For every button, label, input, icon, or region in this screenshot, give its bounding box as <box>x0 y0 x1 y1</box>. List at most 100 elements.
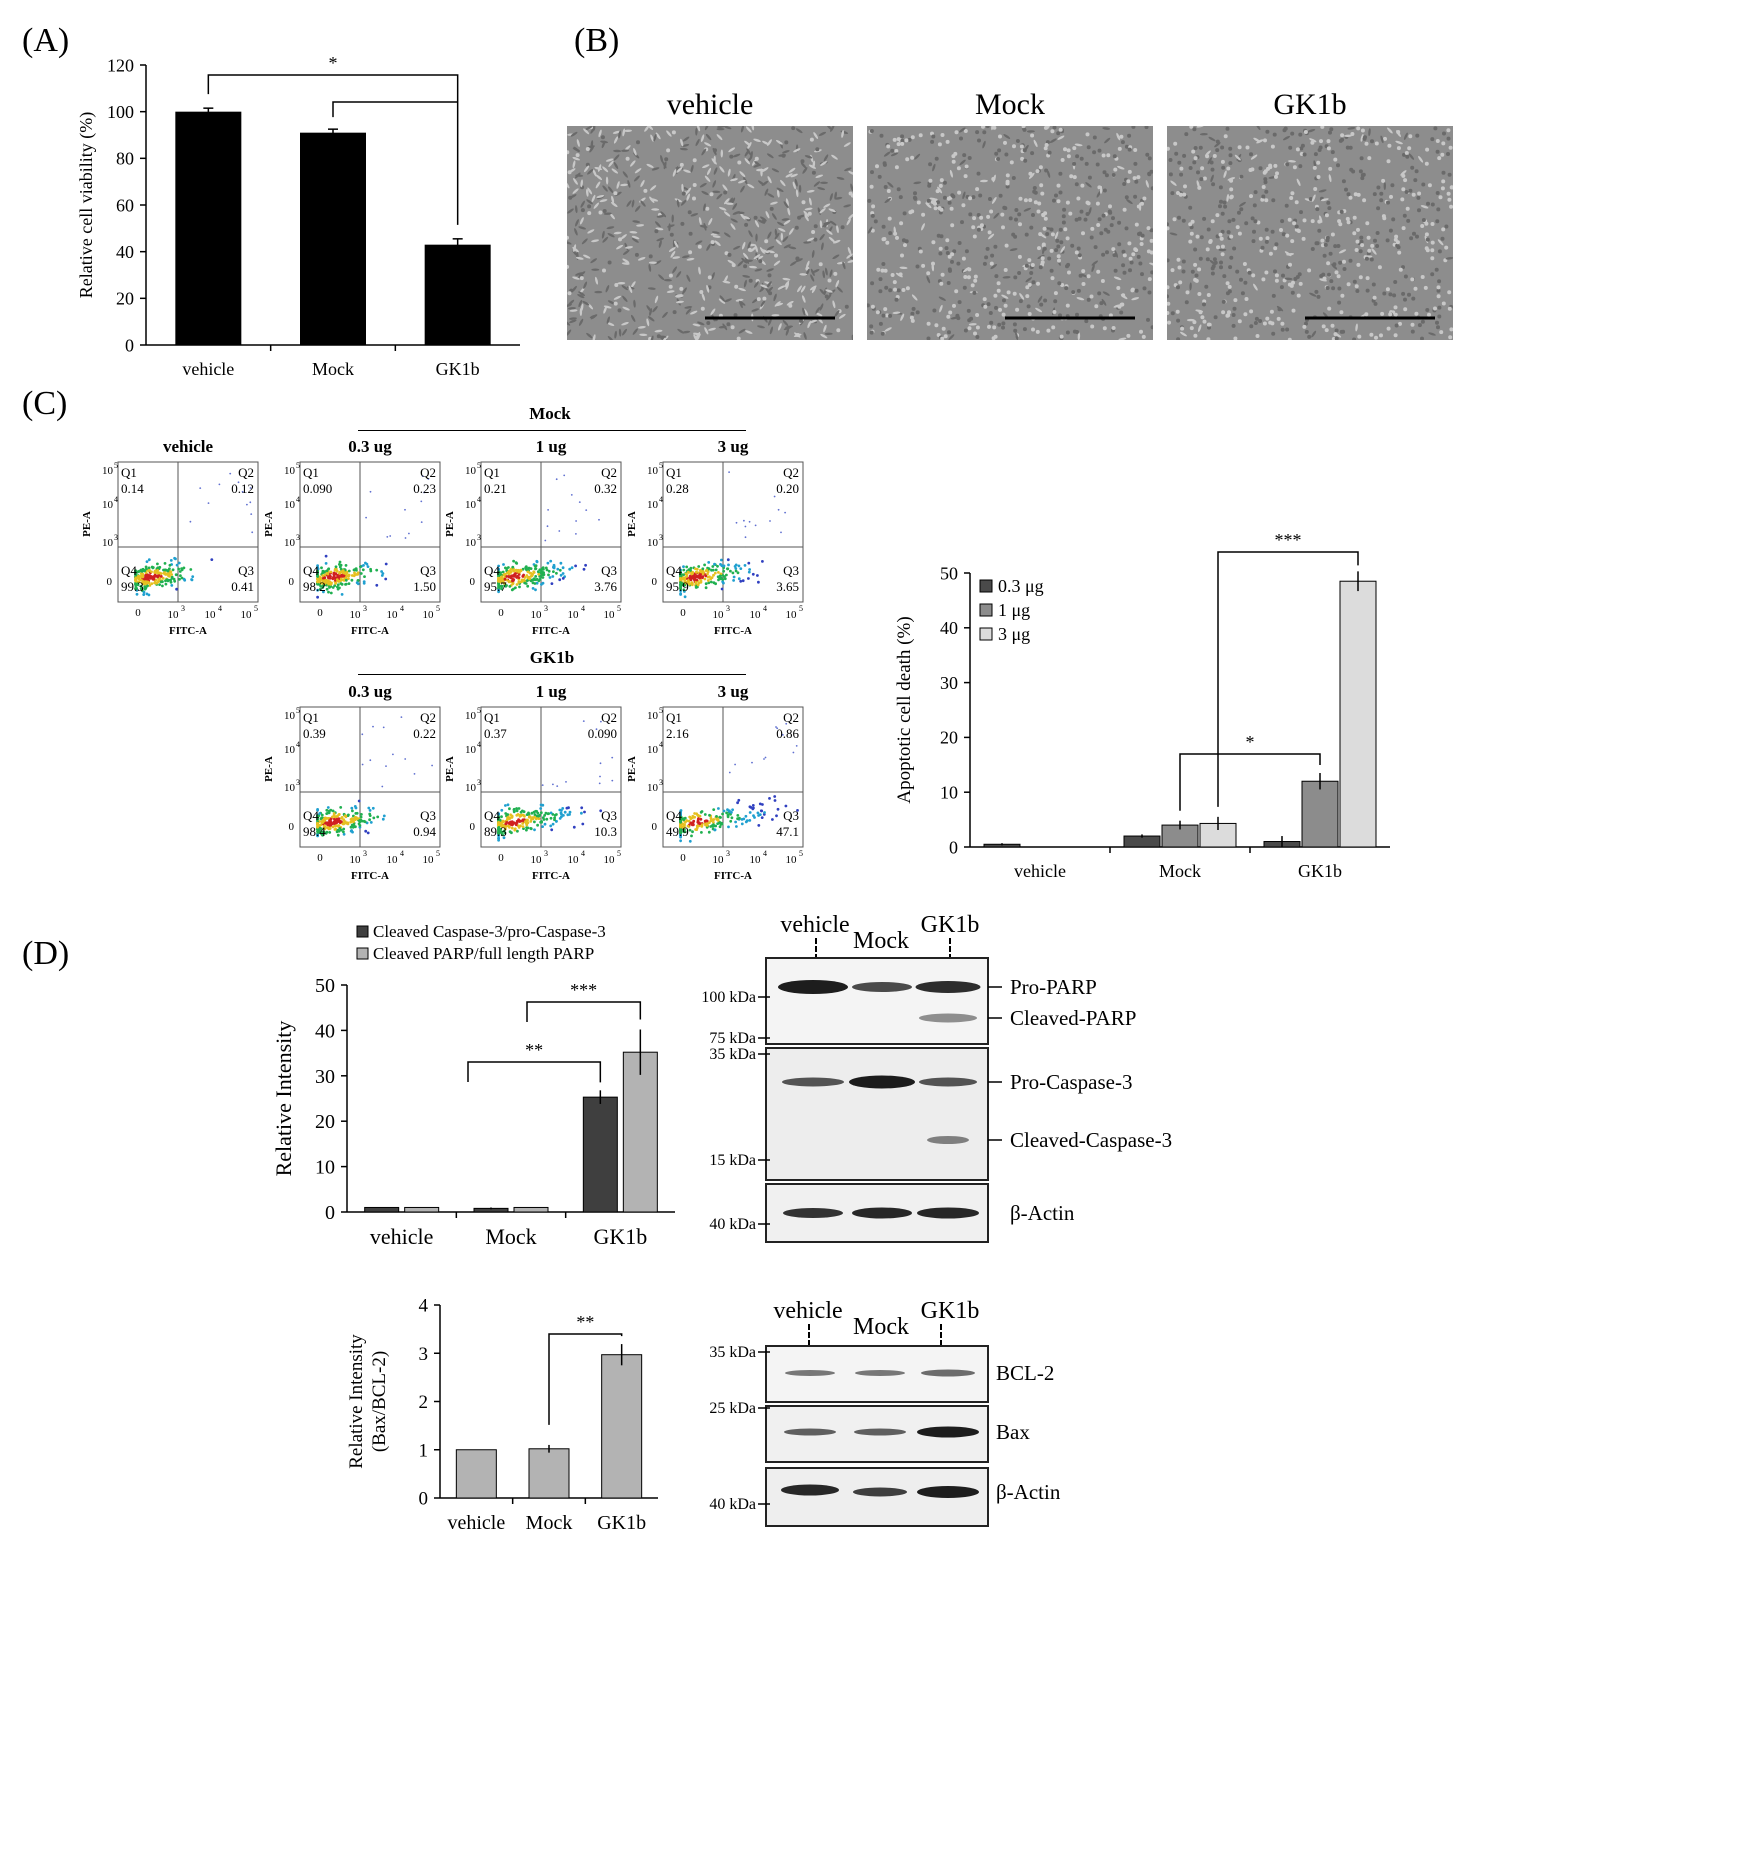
cell <box>1117 146 1122 151</box>
legend-swatch <box>979 627 993 641</box>
cell <box>738 179 746 184</box>
event-dot <box>688 582 691 586</box>
event-dot <box>144 565 148 569</box>
cell <box>632 328 638 335</box>
cell <box>722 184 728 191</box>
event-dot <box>142 590 146 594</box>
event-dot <box>363 820 367 824</box>
cell <box>818 262 823 267</box>
x-tick-exponent: 5 <box>436 604 440 613</box>
cell <box>1403 307 1408 312</box>
cell <box>788 246 797 250</box>
cell <box>723 232 731 238</box>
event-dot <box>713 571 717 575</box>
cell <box>1296 293 1301 298</box>
event-dot <box>344 583 347 586</box>
quadrant-name: Q4 <box>484 563 500 578</box>
event-dot <box>317 579 320 582</box>
cell <box>1210 219 1215 224</box>
cell <box>1033 139 1038 148</box>
y-tick-exponent: 4 <box>477 740 481 749</box>
event-dot <box>735 521 738 524</box>
cell <box>1133 194 1138 199</box>
cell <box>915 310 920 315</box>
cell <box>1430 202 1435 207</box>
cell <box>883 268 888 273</box>
event-dot <box>512 559 515 563</box>
event-dot <box>575 520 577 522</box>
event-dot <box>327 811 331 815</box>
event-dot <box>567 806 570 810</box>
cell <box>1437 249 1442 254</box>
cell <box>940 133 945 137</box>
event-dot <box>358 824 362 827</box>
cell <box>1340 293 1345 298</box>
cell <box>1146 317 1150 322</box>
event-dot <box>704 823 708 827</box>
y-tick-label: 0 <box>652 821 658 833</box>
event-dot <box>692 819 696 823</box>
cell <box>640 179 645 188</box>
cell <box>938 183 943 188</box>
cell <box>636 224 645 227</box>
cell <box>1167 294 1169 299</box>
cell <box>898 195 903 200</box>
event-dot <box>784 804 788 808</box>
cell <box>1291 308 1296 313</box>
cell <box>1436 294 1441 299</box>
cell <box>1360 243 1365 248</box>
cell <box>590 258 598 264</box>
cell <box>1424 246 1429 251</box>
cell <box>567 235 569 240</box>
cell <box>569 317 577 320</box>
event-dot <box>172 577 176 581</box>
cell <box>846 253 853 259</box>
cell <box>1239 207 1244 212</box>
cell <box>1136 175 1141 180</box>
cell <box>736 336 741 340</box>
event-dot <box>721 812 724 816</box>
event-dot <box>142 593 146 596</box>
x-axis-label: FITC-A <box>714 870 752 882</box>
event-dot <box>784 511 786 514</box>
cell <box>708 327 716 331</box>
event-dot <box>321 574 325 577</box>
event-dot <box>541 566 545 570</box>
cell <box>1288 160 1296 163</box>
cell <box>1309 138 1317 143</box>
cell <box>1239 174 1244 179</box>
event-dot <box>549 816 553 820</box>
cell <box>767 176 772 184</box>
cell <box>1089 294 1094 299</box>
cell <box>1189 282 1192 291</box>
cell <box>767 318 772 326</box>
band-bax <box>854 1428 906 1436</box>
cell <box>1439 330 1444 335</box>
event-dot <box>163 568 167 572</box>
cell <box>948 334 955 340</box>
cell <box>654 295 659 304</box>
significance-label: ** <box>525 1040 543 1060</box>
cell <box>1174 151 1179 156</box>
event-dot <box>333 828 337 831</box>
x-tick-exponent: 4 <box>763 849 767 858</box>
cell <box>703 222 707 231</box>
cell <box>883 307 888 312</box>
cell <box>908 210 913 215</box>
cell <box>1273 163 1278 168</box>
protein-label: Bax <box>996 1420 1030 1444</box>
band-bcl2 <box>785 1370 835 1376</box>
cell <box>829 220 837 226</box>
cell <box>785 325 794 329</box>
event-dot <box>316 823 319 826</box>
x-tick-label: 10 <box>604 609 616 621</box>
cell <box>760 284 768 289</box>
cell <box>1058 227 1063 232</box>
event-dot <box>704 582 708 586</box>
cell <box>1056 183 1061 188</box>
cell <box>610 201 618 208</box>
cell <box>1295 275 1300 279</box>
cell <box>766 268 774 272</box>
cell <box>676 167 683 173</box>
